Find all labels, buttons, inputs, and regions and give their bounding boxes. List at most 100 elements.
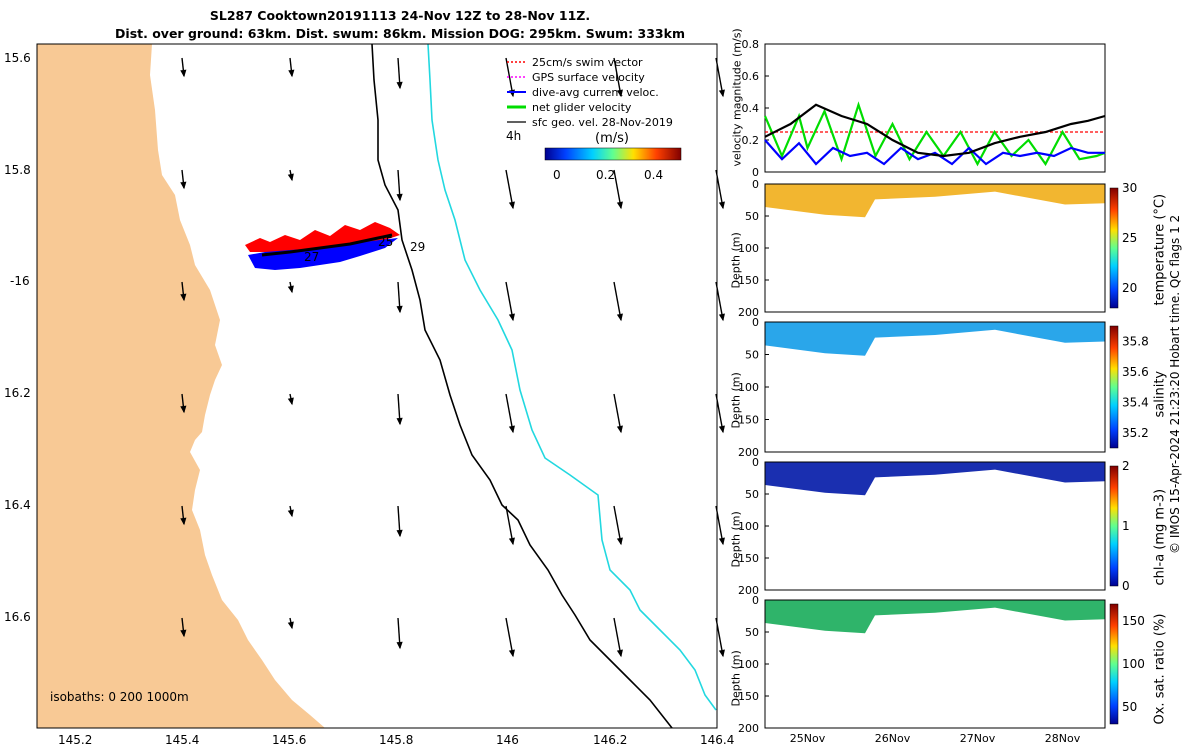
depth-ytick: 50 bbox=[745, 488, 759, 501]
colorbar-tick: 150 bbox=[1122, 614, 1145, 628]
geo-arrow bbox=[180, 57, 187, 78]
legend-net-glider: net glider velocity bbox=[532, 101, 632, 114]
sal-colorbar-label: salinity bbox=[1152, 370, 1168, 418]
ox-depth-ylabel: Depth (m) bbox=[729, 650, 743, 707]
geo-arrow bbox=[287, 393, 294, 406]
lon-label-145.4: 145.4 bbox=[165, 733, 200, 747]
ox-colorbar-label: Ox. sat. ratio (%) bbox=[1152, 613, 1168, 725]
swim-vectors bbox=[245, 222, 400, 252]
geo-arrow bbox=[396, 505, 403, 538]
colorbar-tick: 1 bbox=[1122, 519, 1130, 533]
track-day-label-27: 27 bbox=[304, 250, 319, 264]
date-xtick: 28Nov bbox=[1045, 732, 1081, 745]
geo-arrow bbox=[613, 57, 623, 98]
depth-ytick: 150 bbox=[738, 690, 759, 703]
depth-ytick: 50 bbox=[745, 626, 759, 639]
geo-arrow bbox=[396, 281, 403, 314]
section-data-fill bbox=[765, 600, 1105, 634]
depth-ytick: 0 bbox=[752, 456, 759, 469]
depth-ytick: 200 bbox=[738, 306, 759, 319]
chl-colorbar-label: chl-a (mg m-3) bbox=[1152, 488, 1168, 586]
date-xtick: 26Nov bbox=[875, 732, 911, 745]
depth-ytick: 200 bbox=[738, 722, 759, 735]
geo-arrow bbox=[287, 505, 294, 518]
geo-arrow bbox=[396, 169, 403, 202]
velocity-ytick: 0.8 bbox=[742, 38, 760, 51]
legend-gps: GPS surface velocity bbox=[532, 71, 645, 84]
depth-ytick: 200 bbox=[738, 446, 759, 459]
glider-track bbox=[245, 222, 400, 270]
colorbar-tick-0: 0 bbox=[553, 168, 561, 182]
colorbar-tick: 20 bbox=[1122, 281, 1137, 295]
chl-depth-ylabel: Depth (m) bbox=[729, 511, 743, 568]
velocity-ytick: 0.6 bbox=[742, 70, 760, 83]
section-panel: 0 50 100 150 200 2 1 0 bbox=[738, 456, 1130, 597]
lon-label-145.8: 145.8 bbox=[379, 733, 414, 747]
legend-sfc-geo: sfc geo. vel. 28-Nov-2019 bbox=[532, 116, 673, 129]
section-colorbar bbox=[1109, 465, 1119, 587]
section-data-fill bbox=[765, 462, 1105, 496]
geo-arrow bbox=[505, 617, 515, 658]
geo-arrow bbox=[505, 281, 515, 322]
geo-arrow bbox=[288, 57, 295, 78]
geo-arrow bbox=[613, 505, 623, 546]
colorbar-tick: 50 bbox=[1122, 700, 1137, 714]
velocity-ytick: 0.4 bbox=[742, 102, 760, 115]
track-day-label-29: 29 bbox=[410, 240, 425, 254]
lat-label-15.8: 15.8 bbox=[4, 163, 31, 177]
track-day-label-25: 25 bbox=[378, 235, 393, 249]
velocity-ytick: 0 bbox=[752, 166, 759, 179]
colorbar-tick: 35.2 bbox=[1122, 426, 1149, 440]
depth-ytick: 150 bbox=[738, 552, 759, 565]
right-panels: 00.20.40.60.8050100150200302520050100150… bbox=[738, 38, 1149, 745]
lat-label-16.4: 16.4 bbox=[4, 498, 31, 512]
legend-swim: 25cm/s swim vector bbox=[532, 56, 643, 69]
sal-depth-ylabel: Depth (m) bbox=[729, 372, 743, 429]
geo-arrow bbox=[505, 393, 515, 434]
lat-label-16.6: 16.6 bbox=[4, 610, 31, 624]
geo-arrow bbox=[180, 281, 187, 302]
geostrophic-velocity-arrows bbox=[180, 57, 725, 658]
geo-arrow bbox=[180, 169, 187, 190]
colorbar-tick-2: 0.4 bbox=[644, 168, 663, 182]
figure-title-line2: Dist. over ground: 63km. Dist. swum: 86k… bbox=[115, 26, 685, 41]
section-data-fill bbox=[765, 184, 1105, 218]
geo-arrow bbox=[287, 617, 294, 630]
lat-label-15.6: 15.6 bbox=[4, 51, 31, 65]
map-panel: 25 27 29 bbox=[36, 43, 725, 729]
colorbar-tick: 35.8 bbox=[1122, 334, 1149, 348]
scale-arrow-label: 4h bbox=[506, 129, 521, 143]
geo-arrow bbox=[180, 617, 187, 638]
temp-colorbar-label: temperature (°C) bbox=[1152, 193, 1168, 306]
speed-colorbar bbox=[544, 147, 682, 161]
depth-ytick: 150 bbox=[738, 414, 759, 427]
geo-arrow bbox=[180, 505, 187, 526]
colorbar-tick-1: 0.2 bbox=[596, 168, 615, 182]
depth-ytick: 0 bbox=[752, 178, 759, 191]
depth-ytick: 0 bbox=[752, 316, 759, 329]
depth-ytick: 50 bbox=[745, 349, 759, 362]
geo-arrow bbox=[505, 505, 515, 546]
current-vectors bbox=[248, 238, 398, 270]
lon-label-145.6: 145.6 bbox=[272, 733, 307, 747]
section-colorbar bbox=[1109, 187, 1119, 309]
velocity-ytick: 0.2 bbox=[742, 134, 760, 147]
colorbar-title: (m/s) bbox=[595, 131, 629, 146]
land-mass bbox=[37, 44, 325, 728]
temp-depth-ylabel: Depth (m) bbox=[729, 232, 743, 289]
isobath-1000m bbox=[427, 43, 717, 711]
isobath-200m bbox=[371, 43, 673, 729]
depth-ytick: 0 bbox=[752, 594, 759, 607]
geo-arrow bbox=[505, 169, 515, 210]
velocity-ylabel: velocity magnitude (m/s) bbox=[730, 28, 744, 167]
geo-arrow bbox=[613, 393, 623, 434]
isobath-label: isobaths: 0 200 1000m bbox=[50, 690, 189, 704]
imos-credit: © IMOS 15-Apr-2024 21:23:20 Hobart time.… bbox=[1168, 214, 1182, 554]
section-panel: 0 50 100 150 200 30 25 20 bbox=[738, 178, 1137, 319]
lon-label-146.2: 146.2 bbox=[593, 733, 628, 747]
legend-dive-avg: dive-avg current veloc. bbox=[532, 86, 659, 99]
geo-arrow bbox=[287, 281, 294, 294]
depth-ytick: 100 bbox=[738, 242, 759, 255]
lon-label-146.4: 146.4 bbox=[700, 733, 735, 747]
geo-arrow bbox=[613, 617, 623, 658]
